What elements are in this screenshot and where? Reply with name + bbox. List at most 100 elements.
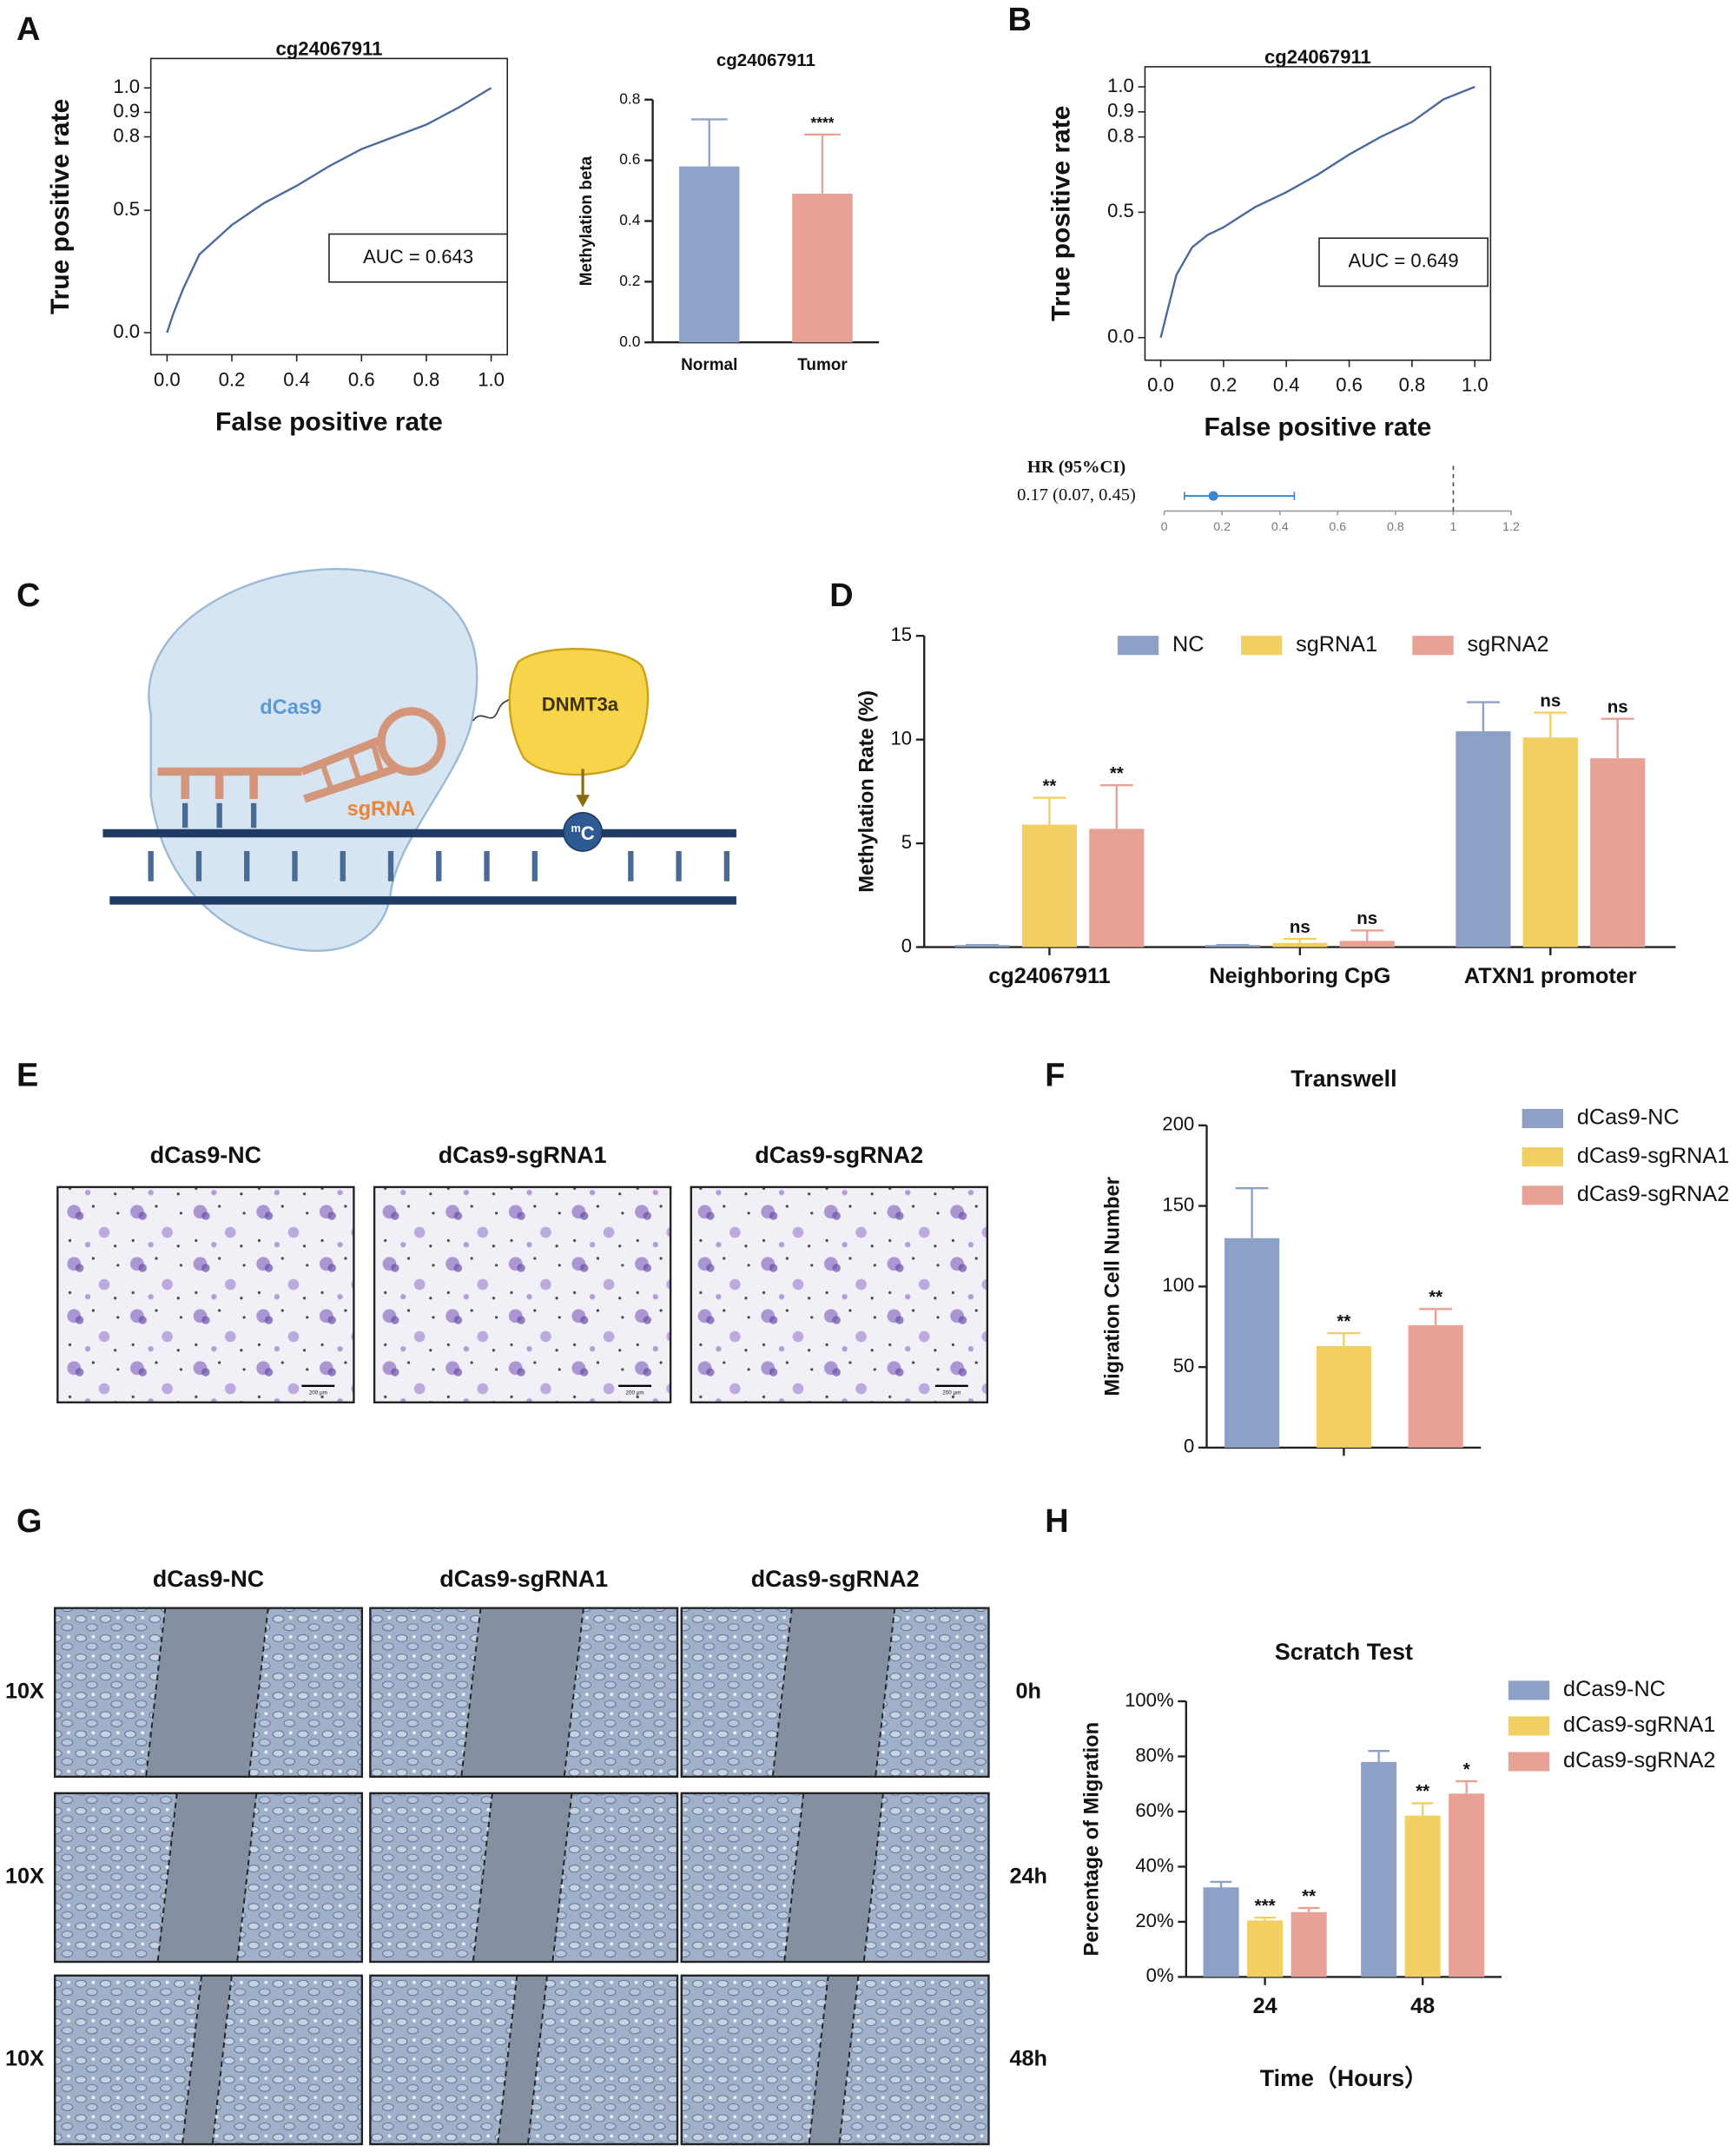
x-tick-label: 1.0 xyxy=(478,368,505,390)
superscript: m xyxy=(571,822,580,835)
dna xyxy=(102,802,736,905)
bar xyxy=(1522,737,1578,947)
y-tick-label: 0.0 xyxy=(1107,326,1134,347)
significance-label: **** xyxy=(810,114,834,131)
bar xyxy=(1205,945,1261,947)
magnification-label: 10X xyxy=(5,1865,44,1889)
bar xyxy=(1339,941,1395,947)
y-tick-label: 60% xyxy=(1135,1799,1173,1821)
legend-label: sgRNA2 xyxy=(1468,632,1549,657)
chart-title: Scratch Test xyxy=(1275,1639,1413,1665)
x-tick-label: 0.0 xyxy=(1147,374,1174,396)
chart-title: Transwell xyxy=(1290,1066,1396,1092)
bar xyxy=(1021,824,1078,947)
image-column-label: dCas9-sgRNA1 xyxy=(439,1142,607,1168)
x-tick-label: 1.2 xyxy=(1502,520,1520,534)
x-tick-label: 0.4 xyxy=(283,368,310,390)
legend-swatch xyxy=(1412,636,1454,656)
hazard-ratio-point xyxy=(1208,491,1218,501)
y-tick-label: 0.0 xyxy=(619,333,640,350)
guide-label: sgRNA xyxy=(347,798,415,821)
legend-label: dCas9-sgRNA2 xyxy=(1563,1748,1715,1772)
image-frame xyxy=(369,1974,679,2146)
image-column-label: dCas9-sgRNA1 xyxy=(439,1566,608,1592)
transwell-image xyxy=(373,1185,672,1403)
significance-label: ns xyxy=(1290,917,1310,937)
legend-swatch xyxy=(1521,1108,1564,1129)
significance-label: ** xyxy=(1302,1886,1316,1906)
legend-swatch xyxy=(1508,1752,1550,1772)
significance-label: ** xyxy=(1042,776,1056,795)
scale-bar-label: 200 μm xyxy=(626,1390,644,1396)
significance-label: *** xyxy=(1255,1896,1276,1916)
y-tick-label: 200 xyxy=(1162,1113,1194,1135)
forest-row-label: 0.17 (0.07, 0.45) xyxy=(1017,485,1136,505)
roc-curve xyxy=(166,87,492,333)
sgrna-stem xyxy=(300,735,397,803)
scale-bar-label: 200 μm xyxy=(942,1390,960,1396)
scratch-gap xyxy=(772,1607,895,1777)
dna-rungs xyxy=(148,802,730,881)
y-tick-label: 100% xyxy=(1125,1689,1174,1711)
x-tick-label: 0.4 xyxy=(1271,520,1289,534)
image-frame xyxy=(53,1607,364,1779)
x-tick-label: 24 xyxy=(1253,1994,1277,2018)
bar xyxy=(678,166,740,343)
scratch-gap xyxy=(461,1607,584,1777)
methyl-label: mC xyxy=(571,822,594,844)
x-axis-label: False positive rate xyxy=(1205,413,1432,442)
x-tick-label: 0.8 xyxy=(1399,374,1426,396)
y-tick-label: 0.0 xyxy=(113,320,140,342)
legend-label: dCas9-sgRNA1 xyxy=(1563,1713,1715,1737)
significance-label: ** xyxy=(1429,1287,1442,1307)
sgrna-stem-pairs xyxy=(320,742,384,792)
x-tick-label: 0.4 xyxy=(1273,374,1300,396)
bar xyxy=(1361,1761,1397,1977)
annotation: AUC = 0.649 xyxy=(1349,250,1459,272)
legend-label: dCas9-sgRNA2 xyxy=(1577,1182,1729,1206)
y-tick-label: 100 xyxy=(1162,1274,1194,1296)
y-axis-label: Percentage of Migration xyxy=(1081,1722,1104,1957)
y-tick-label: 15 xyxy=(890,624,912,645)
y-tick-label: 50 xyxy=(1173,1355,1195,1376)
legend-label: dCas9-sgRNA1 xyxy=(1577,1144,1729,1168)
y-tick-label: 0.2 xyxy=(619,272,640,289)
legend-swatch xyxy=(1521,1185,1564,1205)
bar xyxy=(954,945,1010,947)
x-tick-label: 0.2 xyxy=(1211,374,1238,396)
protein-label: dCas9 xyxy=(260,696,321,719)
bar xyxy=(1316,1346,1371,1448)
bar xyxy=(1449,1793,1485,1977)
plot-frame xyxy=(149,57,509,356)
image-column-label: dCas9-NC xyxy=(153,1566,264,1592)
time-label: 0h xyxy=(1016,1679,1041,1703)
significance-label: ** xyxy=(1416,1781,1429,1801)
sgrna xyxy=(157,707,446,803)
magnification-label: 10X xyxy=(5,1679,44,1703)
x-tick-label: 0.6 xyxy=(1336,374,1363,396)
x-tick-label: 0.8 xyxy=(1387,520,1404,534)
image-frame xyxy=(369,1607,679,1779)
significance-label: ** xyxy=(1110,763,1124,783)
scratch-gap xyxy=(784,1792,883,1963)
panel-label: H xyxy=(1045,1503,1068,1540)
bar xyxy=(1290,1911,1327,1977)
legend-swatch xyxy=(1117,636,1159,656)
y-tick-label: 0.6 xyxy=(619,150,640,168)
panel-label: C xyxy=(17,578,40,614)
y-tick-label: 5 xyxy=(901,831,912,853)
annotation-box xyxy=(328,233,509,283)
methyl-c xyxy=(563,812,603,852)
enzyme-label: DNMT3a xyxy=(542,694,619,716)
y-axis-label: Migration Cell Number xyxy=(1101,1177,1124,1396)
significance-label: ** xyxy=(1337,1311,1350,1331)
bar xyxy=(1455,731,1511,947)
image-frame xyxy=(680,1792,990,1964)
y-axis-label: True positive rate xyxy=(46,99,75,314)
y-tick-label: 0.5 xyxy=(1107,200,1134,221)
forest-header: HR (95%CI) xyxy=(1027,458,1125,477)
time-label: 24h xyxy=(1009,1865,1047,1889)
legend-swatch xyxy=(1508,1680,1550,1700)
y-axis-label: Methylation beta xyxy=(578,155,596,286)
bar xyxy=(1224,1238,1280,1448)
